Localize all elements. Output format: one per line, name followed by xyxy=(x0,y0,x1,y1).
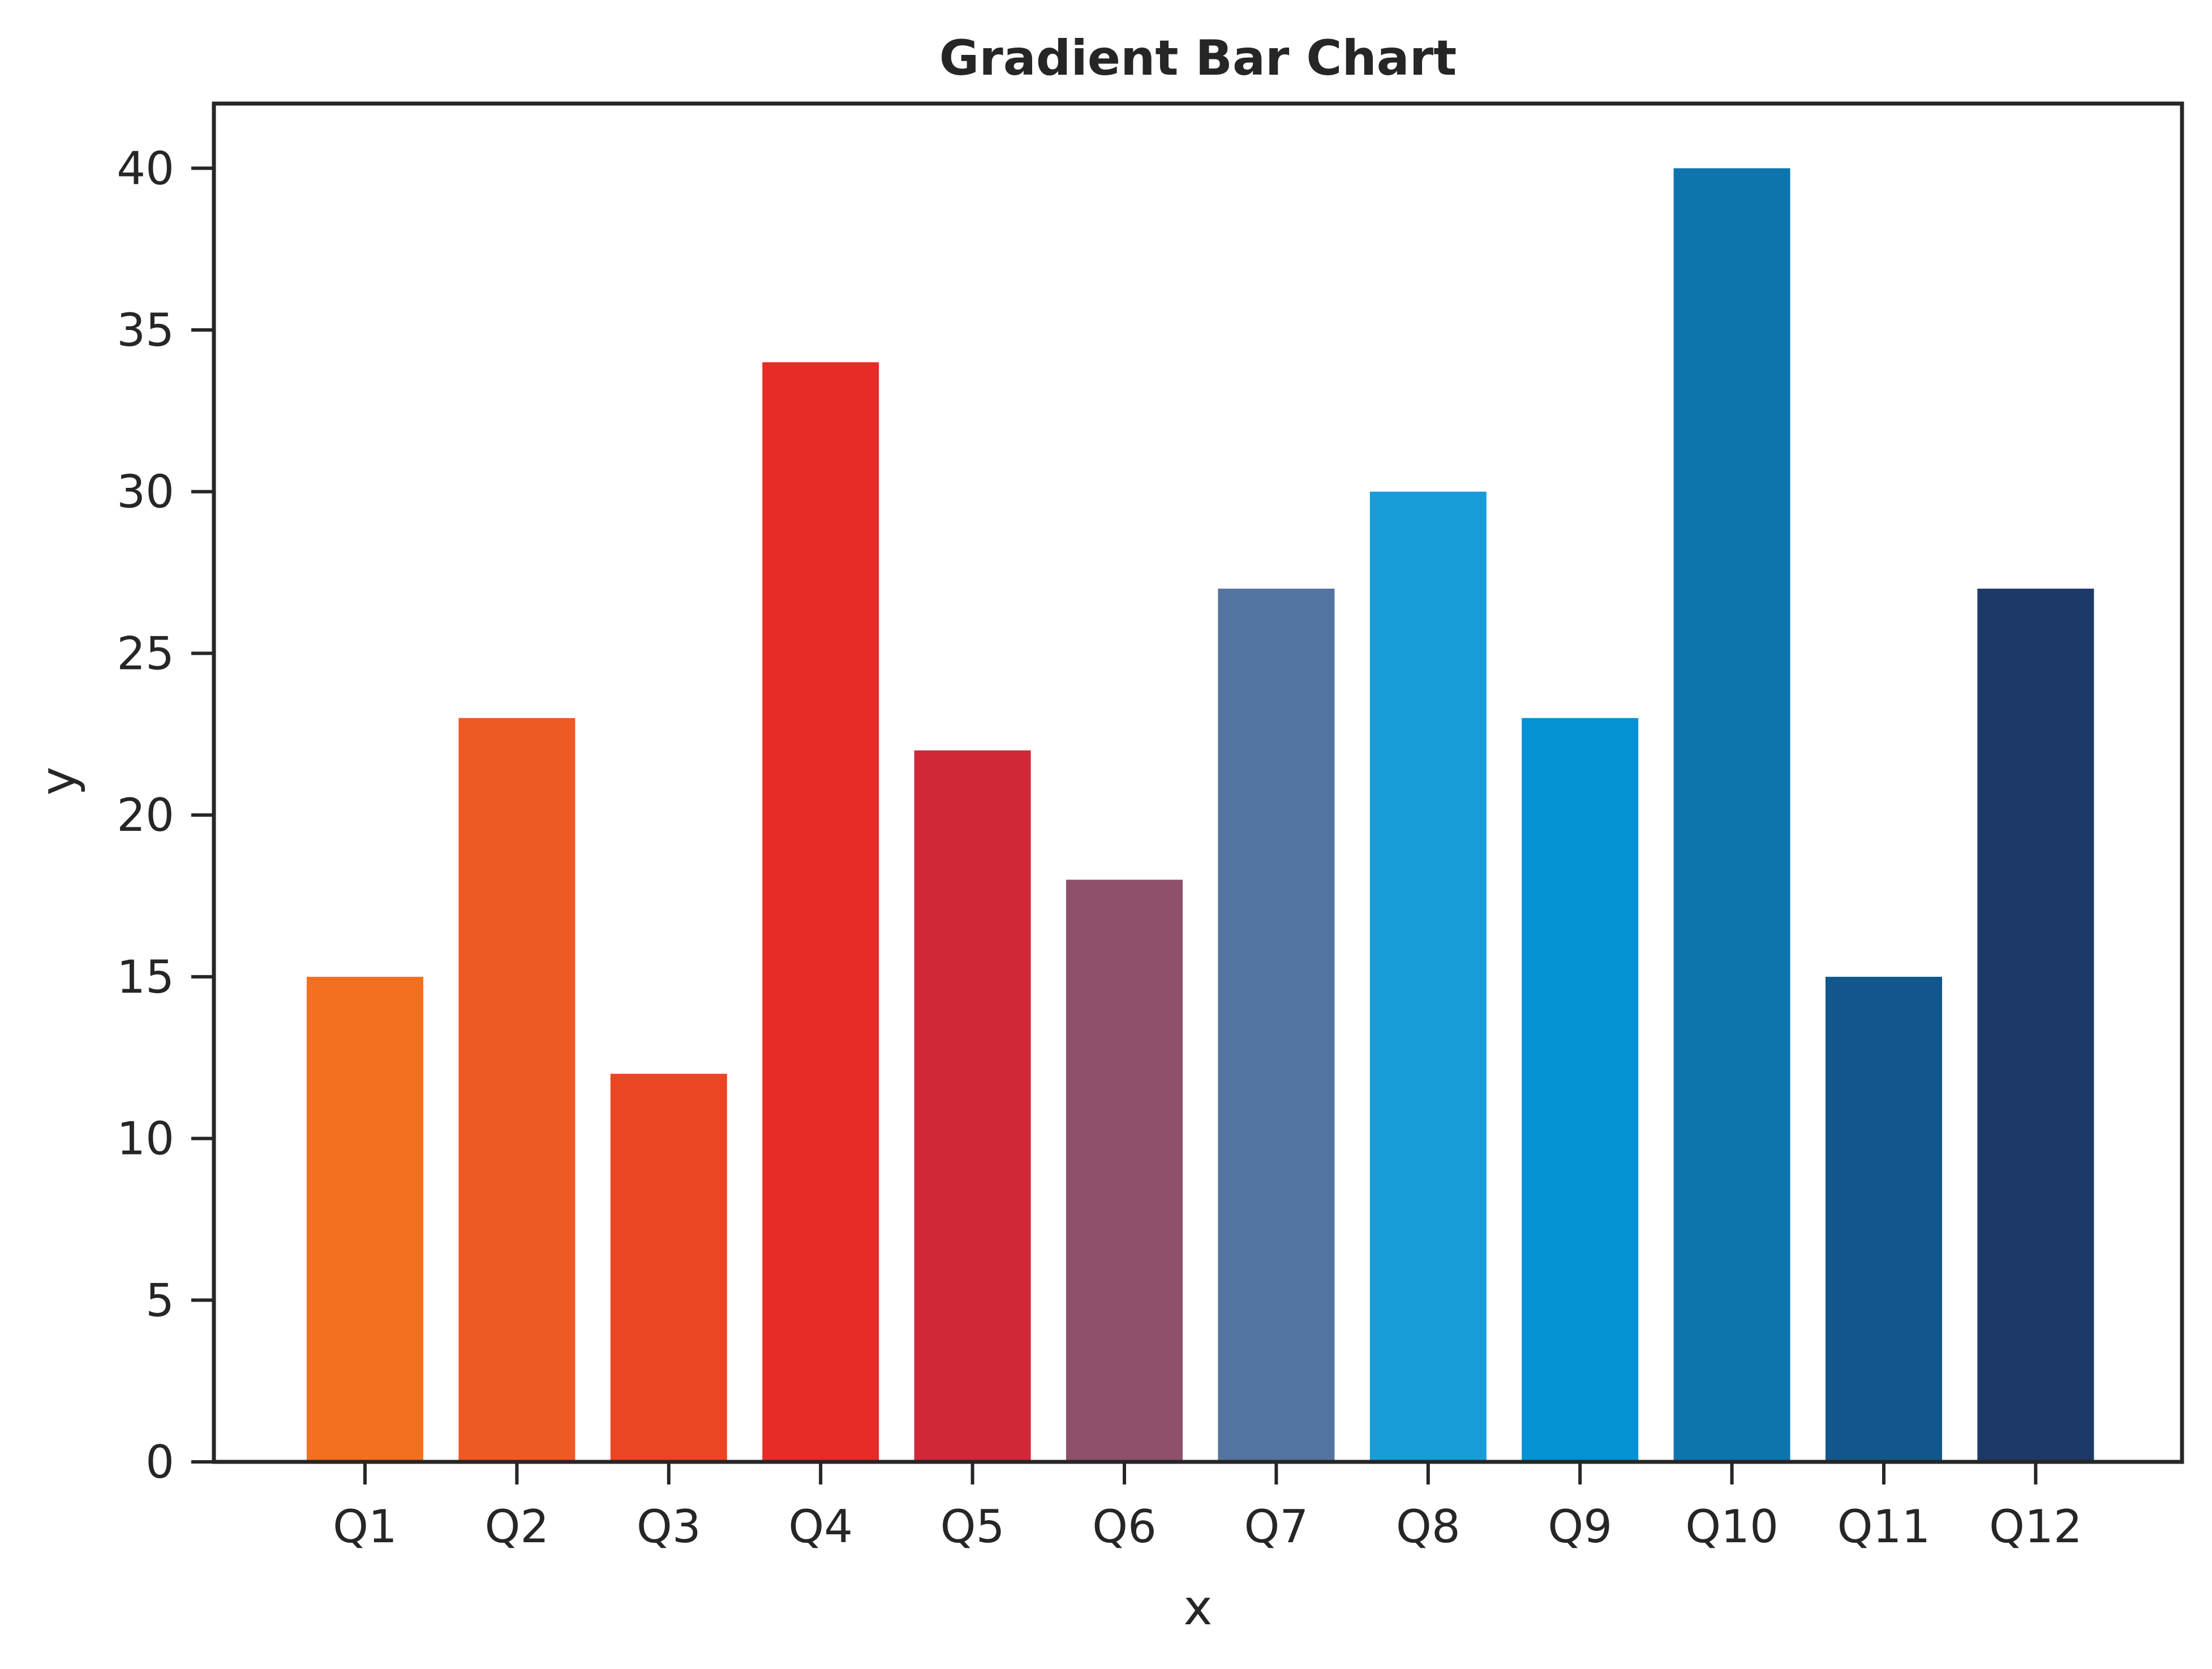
x-tick-label-q10: Q10 xyxy=(1685,1500,1779,1553)
x-tick-label-q6: Q6 xyxy=(1092,1500,1157,1553)
x-tick-label-q8: Q8 xyxy=(1396,1500,1461,1553)
ticks-layer: Q1 Q2 Q3 Q4 Q5 Q6 Q7 Q8 Q9 Q10 Q11 Q12 0 5 10 15 20 25 30 3… xyxy=(117,142,2082,1553)
x-tick-label-q5: Q5 xyxy=(940,1500,1005,1553)
y-tick-label-0: 0 xyxy=(145,1436,174,1488)
bar-q2 xyxy=(458,718,575,1462)
bar-q4 xyxy=(762,362,879,1462)
bar-q10 xyxy=(1673,168,1790,1462)
y-tick-label-25: 25 xyxy=(117,627,174,680)
x-tick-label-q4: Q4 xyxy=(788,1500,853,1553)
x-tick-label-q12: Q12 xyxy=(1989,1500,2082,1553)
y-tick-label-20: 20 xyxy=(117,789,174,842)
bar-q3 xyxy=(610,1074,727,1462)
plot-frame xyxy=(212,101,2184,1464)
y-tick-label-5: 5 xyxy=(145,1274,174,1327)
x-tick-label-q9: Q9 xyxy=(1548,1500,1612,1553)
y-tick-label-30: 30 xyxy=(117,466,174,518)
chart-title: Gradient Bar Chart xyxy=(939,30,1457,87)
y-tick-label-35: 35 xyxy=(117,304,174,357)
bar-q11 xyxy=(1826,976,1942,1462)
bar-q5 xyxy=(914,750,1031,1462)
bar-q8 xyxy=(1369,491,1487,1462)
y-axis-label: y xyxy=(30,767,87,796)
x-tick-label-q2: Q2 xyxy=(484,1500,549,1553)
y-tick-label-10: 10 xyxy=(117,1113,174,1165)
bars-layer xyxy=(307,168,2094,1462)
bar-q7 xyxy=(1218,589,1335,1462)
x-tick-label-q7: Q7 xyxy=(1244,1500,1308,1553)
bar-q9 xyxy=(1522,718,1639,1462)
y-tick-label-40: 40 xyxy=(117,142,174,195)
y-tick-label-15: 15 xyxy=(117,951,174,1003)
bar-q12 xyxy=(1977,589,2094,1462)
bar-q6 xyxy=(1066,879,1183,1462)
x-tick-label-q11: Q11 xyxy=(1837,1500,1931,1553)
x-tick-label-q3: Q3 xyxy=(637,1500,701,1553)
x-axis-label: x xyxy=(1184,1580,1213,1636)
bar-q1 xyxy=(307,976,423,1462)
x-tick-label-q1: Q1 xyxy=(333,1500,397,1553)
axes-layer xyxy=(212,101,2184,1464)
